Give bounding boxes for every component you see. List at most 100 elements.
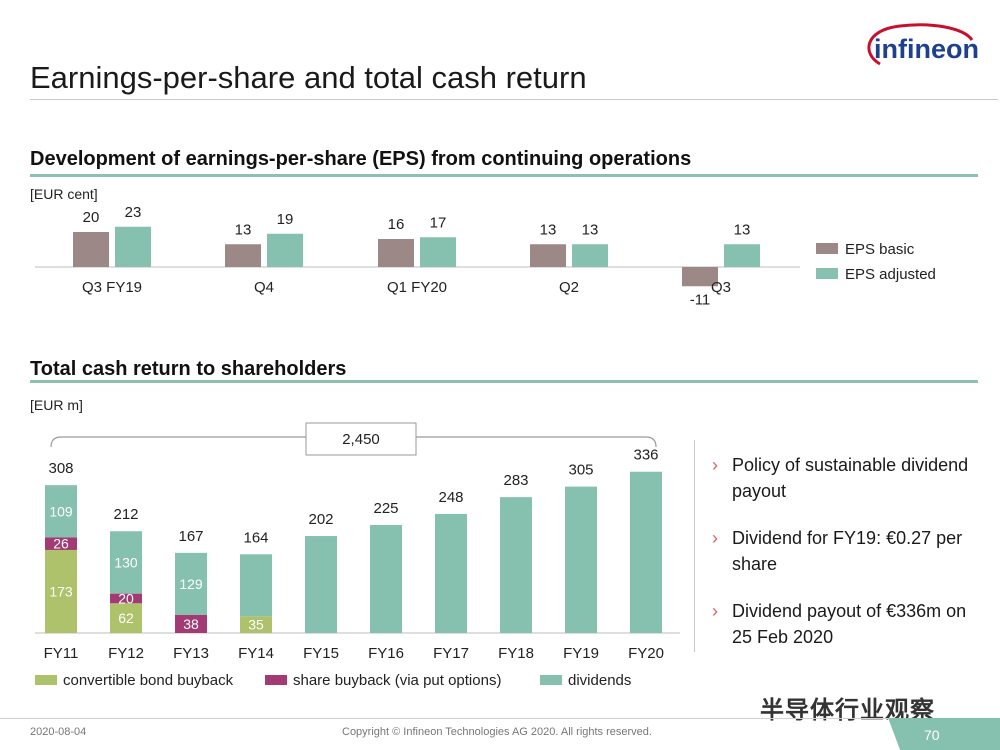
footer-date: 2020-08-04 xyxy=(30,726,87,738)
eps-data-label: 13 xyxy=(235,221,252,238)
dividends-segment xyxy=(565,486,597,633)
cash-unit-label: [EUR m] xyxy=(30,397,83,413)
eps-data-label: 20 xyxy=(83,209,100,226)
bullet-text: Policy of sustainable dividend payout xyxy=(732,455,969,501)
cash-category-label: FY18 xyxy=(498,645,534,662)
dividends-segment xyxy=(240,554,272,617)
segment-value-label: 20 xyxy=(118,590,134,606)
eps-data-label: 23 xyxy=(125,204,142,221)
logo-text: infineon xyxy=(874,34,978,64)
cash-category-label: FY12 xyxy=(108,645,144,662)
eps-data-label: 13 xyxy=(734,221,751,238)
total-value-label: 305 xyxy=(568,462,593,479)
bullet-text: Dividend payout of €336m on 25 Feb 2020 xyxy=(732,601,967,647)
dividends-segment xyxy=(370,525,402,633)
total-return-value: 2,450 xyxy=(342,431,380,448)
eps-basic-bar xyxy=(225,244,261,267)
total-value-label: 225 xyxy=(373,500,398,517)
eps-category-label: Q4 xyxy=(254,279,274,296)
total-value-label: 248 xyxy=(438,489,463,506)
share-buyback-segment xyxy=(175,614,207,633)
legend-swatch-eps-basic xyxy=(816,243,838,254)
segment-value-label: 130 xyxy=(114,554,138,570)
eps-data-label: 19 xyxy=(277,211,294,228)
cash-category-label: FY16 xyxy=(368,645,404,662)
cash-section-rule xyxy=(30,380,978,383)
eps-section-rule xyxy=(30,174,978,177)
segment-value-label: 38 xyxy=(183,616,199,632)
cash-category-label: FY20 xyxy=(628,645,664,662)
eps-basic-bar xyxy=(73,232,109,267)
legend-swatch-dividends-segment xyxy=(540,675,562,685)
eps-unit-label: [EUR cent] xyxy=(30,186,98,202)
eps-chart: 20 23 Q3 FY19 13 19 Q4 16 17 Q1 FY20 13 13 Q2 -11 13 Q… xyxy=(35,204,936,308)
dividends-segment xyxy=(305,536,337,633)
legend-label: EPS adjusted xyxy=(845,266,936,283)
footer-divider xyxy=(0,718,1000,719)
eps-category-label: Q2 xyxy=(559,279,579,296)
segment-value-label: 109 xyxy=(49,503,73,519)
cash-category-label: FY15 xyxy=(303,645,339,662)
eps-data-label: 13 xyxy=(582,221,599,238)
eps-category-label: Q3 xyxy=(711,279,731,296)
title-divider xyxy=(30,99,998,100)
page-number-corner: 70 xyxy=(888,718,1000,750)
dividends-segment xyxy=(435,513,467,633)
eps-adjusted-bar xyxy=(115,226,151,267)
eps-adjusted-bar xyxy=(420,237,456,267)
bullet-item: › Dividend for FY19: €0.27 per share xyxy=(712,525,982,577)
eps-adjusted-bar xyxy=(267,233,303,267)
cash-category-label: FY11 xyxy=(44,645,79,662)
segment-value-label: 26 xyxy=(53,536,69,552)
dividends-segment xyxy=(500,497,532,633)
infineon-logo: infineon xyxy=(867,23,978,66)
bullet-text: Dividend for FY19: €0.27 per share xyxy=(732,528,963,574)
segment-value-label: 62 xyxy=(118,610,134,626)
legend-label: EPS basic xyxy=(845,241,915,258)
share-buyback-segment xyxy=(45,537,77,550)
eps-data-label: 13 xyxy=(540,221,557,238)
total-value-label: 212 xyxy=(113,506,138,523)
eps-section-title: Development of earnings-per-share (EPS) … xyxy=(30,148,692,170)
total-value-label: 164 xyxy=(243,529,268,546)
dividends-segment xyxy=(175,552,207,615)
bullets-divider xyxy=(694,440,695,652)
page-number: 70 xyxy=(924,727,940,743)
bullet-item: › Dividend payout of €336m on 25 Feb 202… xyxy=(712,598,982,650)
eps-adjusted-bar xyxy=(724,244,760,267)
cash-section-title: Total cash return to shareholders xyxy=(30,358,347,380)
legend-label: convertible bond buyback xyxy=(63,672,234,689)
segment-value-label: 129 xyxy=(179,576,203,592)
total-value-label: 167 xyxy=(178,528,203,545)
convertible-bond-segment xyxy=(110,603,142,633)
legend-swatch-eps-adjusted xyxy=(816,268,838,279)
cash-category-label: FY14 xyxy=(238,645,274,662)
convertible-bond-segment xyxy=(240,616,272,633)
eps-adjusted-bar xyxy=(572,244,608,267)
share-buyback-segment xyxy=(110,593,142,604)
cash-category-label: FY13 xyxy=(173,645,209,662)
page-title: Earnings-per-share and total cash return xyxy=(30,60,587,95)
total-value-label: 336 xyxy=(633,447,658,464)
chevron-right-icon: › xyxy=(712,455,718,475)
total-return-box xyxy=(305,422,417,456)
chevron-right-icon: › xyxy=(712,601,718,621)
total-value-label: 202 xyxy=(308,511,333,528)
eps-category-label: Q3 FY19 xyxy=(82,279,142,296)
chevron-right-icon: › xyxy=(712,528,718,548)
cash-category-label: FY17 xyxy=(433,645,469,662)
legend-label: share buyback (via put options) xyxy=(293,672,501,689)
eps-basic-bar xyxy=(682,267,718,287)
dividends-segment xyxy=(45,485,77,538)
convertible-bond-segment xyxy=(45,549,77,633)
footer-copyright: Copyright © Infineon Technologies AG 202… xyxy=(342,726,652,738)
legend-swatch-share-buyback-segment xyxy=(265,675,287,685)
total-value-label: 308 xyxy=(48,460,73,477)
eps-basic-bar xyxy=(530,244,566,267)
cash-chart: 173 26 109 308 FY11 62 20 130 212 FY12 38 129 167 FY1… xyxy=(35,422,680,689)
eps-category-label: Q1 FY20 xyxy=(387,279,447,296)
cash-category-label: FY19 xyxy=(563,645,599,662)
bullet-list: › Policy of sustainable dividend payout … xyxy=(712,452,982,671)
total-value-label: 283 xyxy=(503,472,528,489)
eps-data-label: 17 xyxy=(430,214,447,231)
